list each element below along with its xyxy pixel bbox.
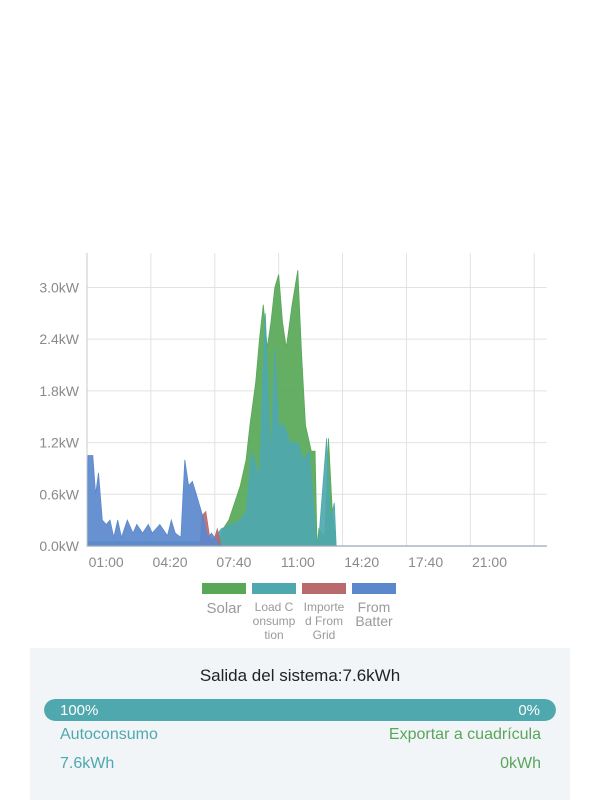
legend-solar[interactable]: Solar <box>202 583 246 616</box>
legend-solar-swatch <box>202 583 246 594</box>
y-tick-label: 2.4kW <box>39 331 79 347</box>
x-tick-label: 17:40 <box>408 554 443 570</box>
legend-load[interactable]: Load Consumption <box>252 583 296 642</box>
x-tick-label: 04:20 <box>153 554 188 570</box>
x-tick-label: 21:00 <box>472 554 507 570</box>
export-value: 0kWh <box>500 755 541 772</box>
self-consumption-bar: 100% 0% <box>44 699 556 721</box>
self-consumption-percent: 100% <box>60 702 99 719</box>
self-consumption-label: Autoconsumo <box>60 726 158 743</box>
system-output-title: Salida del sistema:7.6kWh <box>199 666 401 685</box>
x-tick-label: 01:00 <box>89 554 124 570</box>
legend-solar-label: Solar <box>206 600 242 617</box>
y-tick-label: 0.0kW <box>39 538 79 554</box>
legend-grid[interactable]: Imported From Grid <box>302 583 346 642</box>
legend-battery-label: From Batter <box>355 599 393 629</box>
legend-battery-swatch <box>352 583 396 594</box>
x-tick-label: 14:20 <box>344 554 379 570</box>
power-chart: 0.0kW 0.6kW 1.2kW 1.8kW 2.4kW 3.0kW 01:00 04:20… <box>39 253 547 570</box>
legend-load-label: Load Consumption <box>252 600 296 642</box>
self-consumption-fill <box>44 699 556 721</box>
series-load-consumption-area <box>86 313 547 547</box>
legend-load-swatch <box>252 583 296 594</box>
x-tick-label: 07:40 <box>216 554 251 570</box>
x-tick-label: 11:00 <box>281 554 315 570</box>
legend-grid-swatch <box>302 583 346 594</box>
chart-legend: Solar Load Consumption Imported From Gri… <box>202 583 402 653</box>
y-tick-label: 3.0kW <box>39 279 79 295</box>
series-from-battery-area <box>86 455 547 547</box>
export-percent: 0% <box>518 702 540 719</box>
y-tick-label: 1.2kW <box>39 435 79 451</box>
export-label: Exportar a cuadrícula <box>388 726 541 743</box>
self-consumption-value: 7.6kWh <box>60 755 115 772</box>
legend-grid-label: Imported From Grid <box>303 600 345 642</box>
legend-battery[interactable]: From Batter <box>352 583 396 628</box>
y-tick-label: 0.6kW <box>39 486 79 502</box>
y-tick-label: 1.8kW <box>39 383 79 399</box>
system-output-panel: Salida del sistema:7.6kWh 100% 0% Autoco… <box>30 648 570 800</box>
